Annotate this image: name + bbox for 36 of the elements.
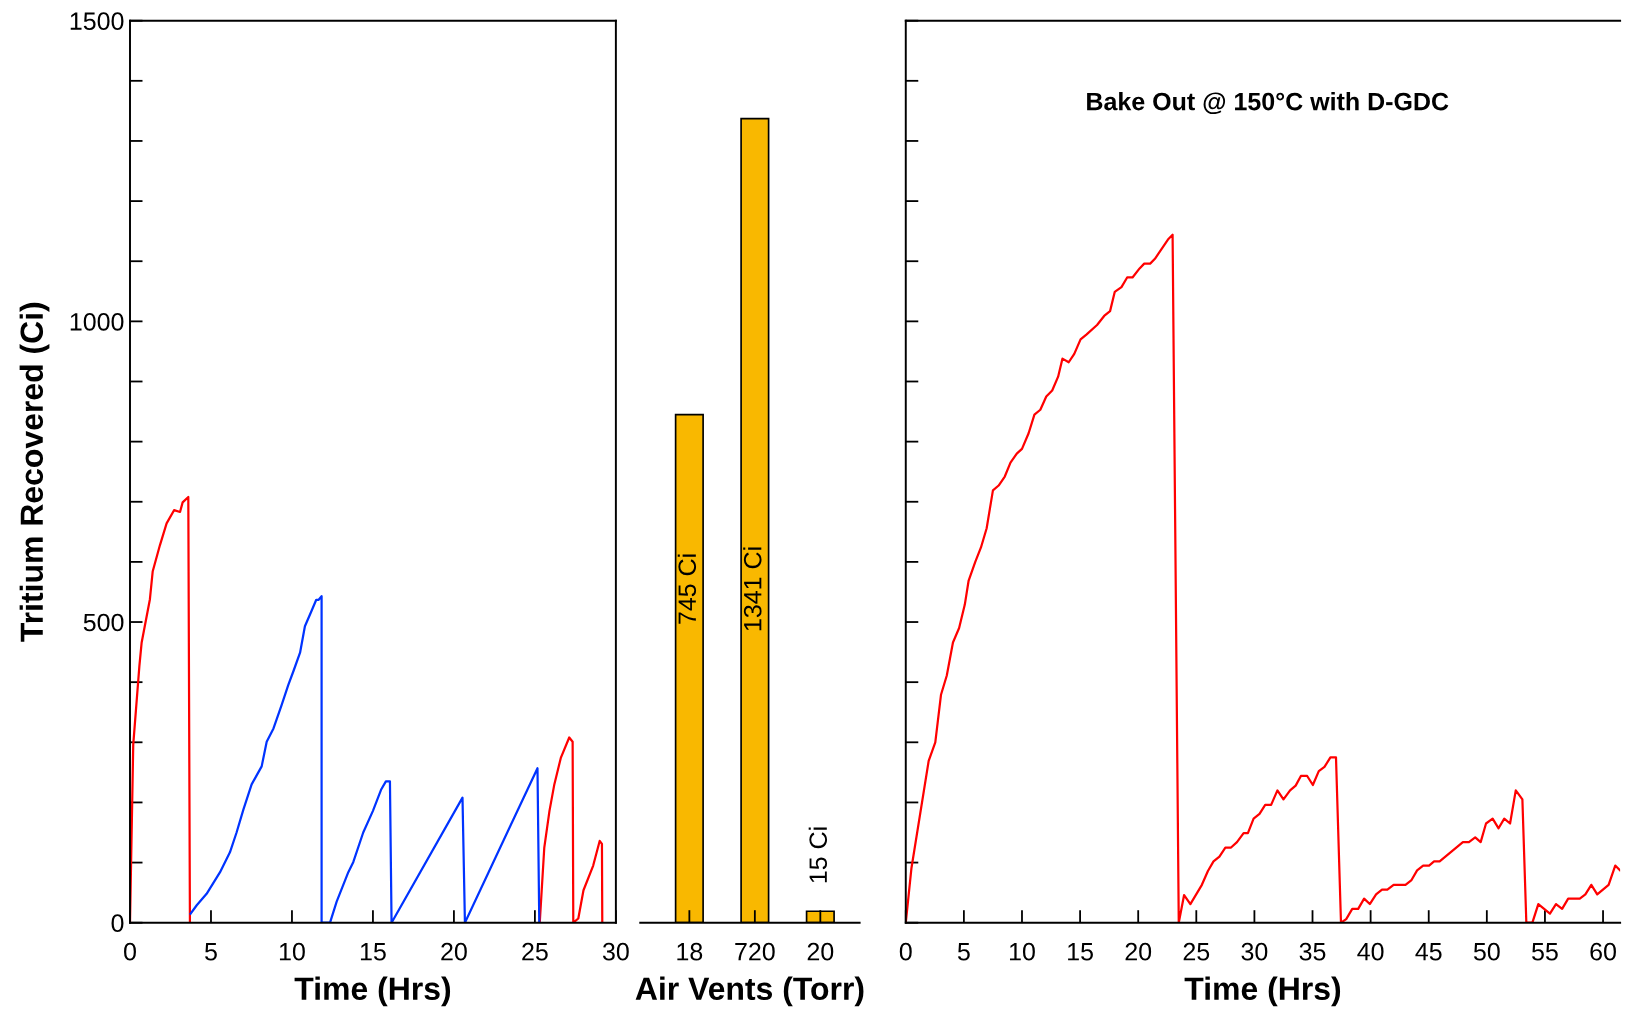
x-tick-label: 0: [124, 942, 136, 961]
x-tick-label: 0: [899, 942, 912, 961]
y-tick-label: 500: [83, 613, 124, 632]
x-tick-label: 35: [1299, 942, 1326, 961]
text: Bake Out @ 150°C with D-GDC: [1087, 92, 1449, 115]
x-tick-label: 20: [441, 942, 467, 961]
x-tick-label: 18: [677, 942, 703, 961]
x-tick-label: 720: [735, 942, 775, 961]
annotation: 745 Ci: [677, 554, 697, 624]
x-tick-label: 60: [1590, 942, 1616, 961]
x-tick-label: 15: [360, 943, 386, 961]
x-tick-label: 5: [205, 943, 217, 961]
x-tick-label: 40: [1357, 942, 1384, 961]
line-series: [189, 595, 541, 923]
x-tick-label: 50: [1473, 942, 1500, 961]
x-tick-label: 10: [279, 942, 305, 961]
annotation: 1341 Ci: [743, 547, 762, 631]
x-tick-label: 25: [1183, 942, 1210, 961]
y-tick-label: 1000: [70, 312, 124, 331]
x-tick-label: 10: [1009, 942, 1035, 961]
y-tick-label: 1500: [70, 12, 124, 30]
x-tick-label: 55: [1532, 943, 1558, 961]
x-tick-label: 45: [1415, 943, 1442, 961]
x-tick-label: 30: [602, 942, 629, 961]
x-tick-label: 20: [807, 942, 834, 961]
x-tick-label: 20: [1125, 942, 1152, 961]
x-axis-title: Time (Hrs): [1184, 976, 1341, 1007]
x-tick-label: 25: [522, 942, 548, 961]
x-axis-title: Time (Hrs): [294, 976, 451, 1007]
annotation: 15 Ci: [808, 827, 828, 883]
y-axis-title: Tritium Recovered (Ci): [19, 302, 50, 642]
x-tick-label: 5: [957, 943, 970, 961]
x-tick-label: 30: [1241, 942, 1268, 961]
y-tick-label: 0: [111, 914, 124, 933]
x-axis-title: Air Vents (Torr): [635, 976, 864, 1007]
x-tick-label: 15: [1068, 943, 1093, 961]
